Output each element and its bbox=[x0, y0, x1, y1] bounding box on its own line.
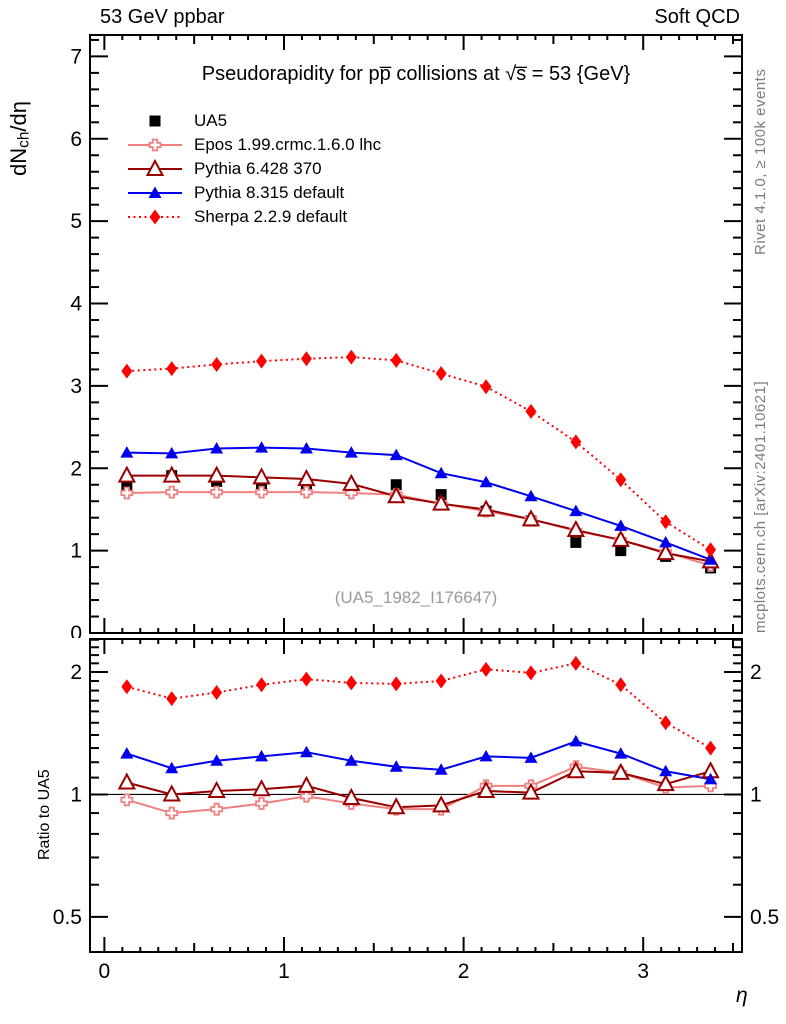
legend-marker-square-filled bbox=[149, 115, 161, 127]
process-group-label: Soft QCD bbox=[654, 6, 740, 28]
svg-text:2: 2 bbox=[70, 661, 82, 684]
svg-text:7: 7 bbox=[70, 45, 82, 68]
svg-text:2: 2 bbox=[458, 960, 470, 983]
svg-text:2: 2 bbox=[70, 457, 82, 480]
svg-text:0: 0 bbox=[99, 960, 111, 983]
mcplots-arxiv-note: mcplots.cern.ch [arXiv:2401.10621] bbox=[752, 380, 769, 633]
svg-text:3: 3 bbox=[637, 960, 649, 983]
legend-label: Pythia 8.315 default bbox=[194, 183, 345, 202]
legend: UA5 Epos 1.99.crmc.1.6.0 lhc Pythia 6.428 … bbox=[126, 109, 381, 229]
svg-text:0: 0 bbox=[70, 622, 82, 645]
legend-marker-cross-open bbox=[128, 138, 182, 152]
legend-marker-diamond-filled bbox=[128, 209, 182, 225]
ratio-y-axis-title: Ratio to UA5 bbox=[36, 769, 53, 860]
legend-label: Pythia 6.428 370 bbox=[194, 159, 322, 178]
beam-energy-label: 53 GeV ppbar bbox=[100, 6, 225, 28]
legend-item: Sherpa 2.2.9 default bbox=[126, 205, 381, 229]
svg-text:0.5: 0.5 bbox=[53, 906, 82, 929]
legend-marker-triangle-filled bbox=[128, 186, 182, 198]
legend-item: Pythia 6.428 370 bbox=[126, 157, 381, 181]
svg-text:6: 6 bbox=[70, 128, 82, 151]
legend-item: Epos 1.99.crmc.1.6.0 lhc bbox=[126, 133, 381, 157]
legend-item: UA5 bbox=[126, 109, 381, 133]
legend-item: Pythia 8.315 default bbox=[126, 181, 381, 205]
legend-marker-triangle-open bbox=[128, 158, 182, 176]
rivet-version-note: Rivet 4.1.0, ≥ 100k events bbox=[752, 68, 769, 255]
svg-text:4: 4 bbox=[70, 293, 82, 316]
x-axis-title: η bbox=[736, 984, 748, 1007]
svg-text:5: 5 bbox=[70, 210, 82, 233]
svg-text:2: 2 bbox=[750, 661, 762, 684]
svg-text:0.5: 0.5 bbox=[750, 906, 779, 929]
analysis-id-watermark: (UA5_1982_I176647) bbox=[334, 588, 498, 607]
main-y-axis-title: dNch/dη bbox=[6, 101, 33, 176]
svg-text:1: 1 bbox=[70, 540, 82, 563]
plot-title: Pseudorapidity for pp̅ collisions at √s̅… bbox=[201, 63, 631, 85]
svg-text:1: 1 bbox=[70, 783, 82, 806]
legend-label: Epos 1.99.crmc.1.6.0 lhc bbox=[194, 135, 382, 154]
legend-label: Sherpa 2.2.9 default bbox=[194, 207, 348, 226]
svg-text:3: 3 bbox=[70, 375, 82, 398]
svg-text:1: 1 bbox=[750, 783, 762, 806]
legend-label: UA5 bbox=[194, 111, 228, 130]
svg-text:1: 1 bbox=[278, 960, 290, 983]
